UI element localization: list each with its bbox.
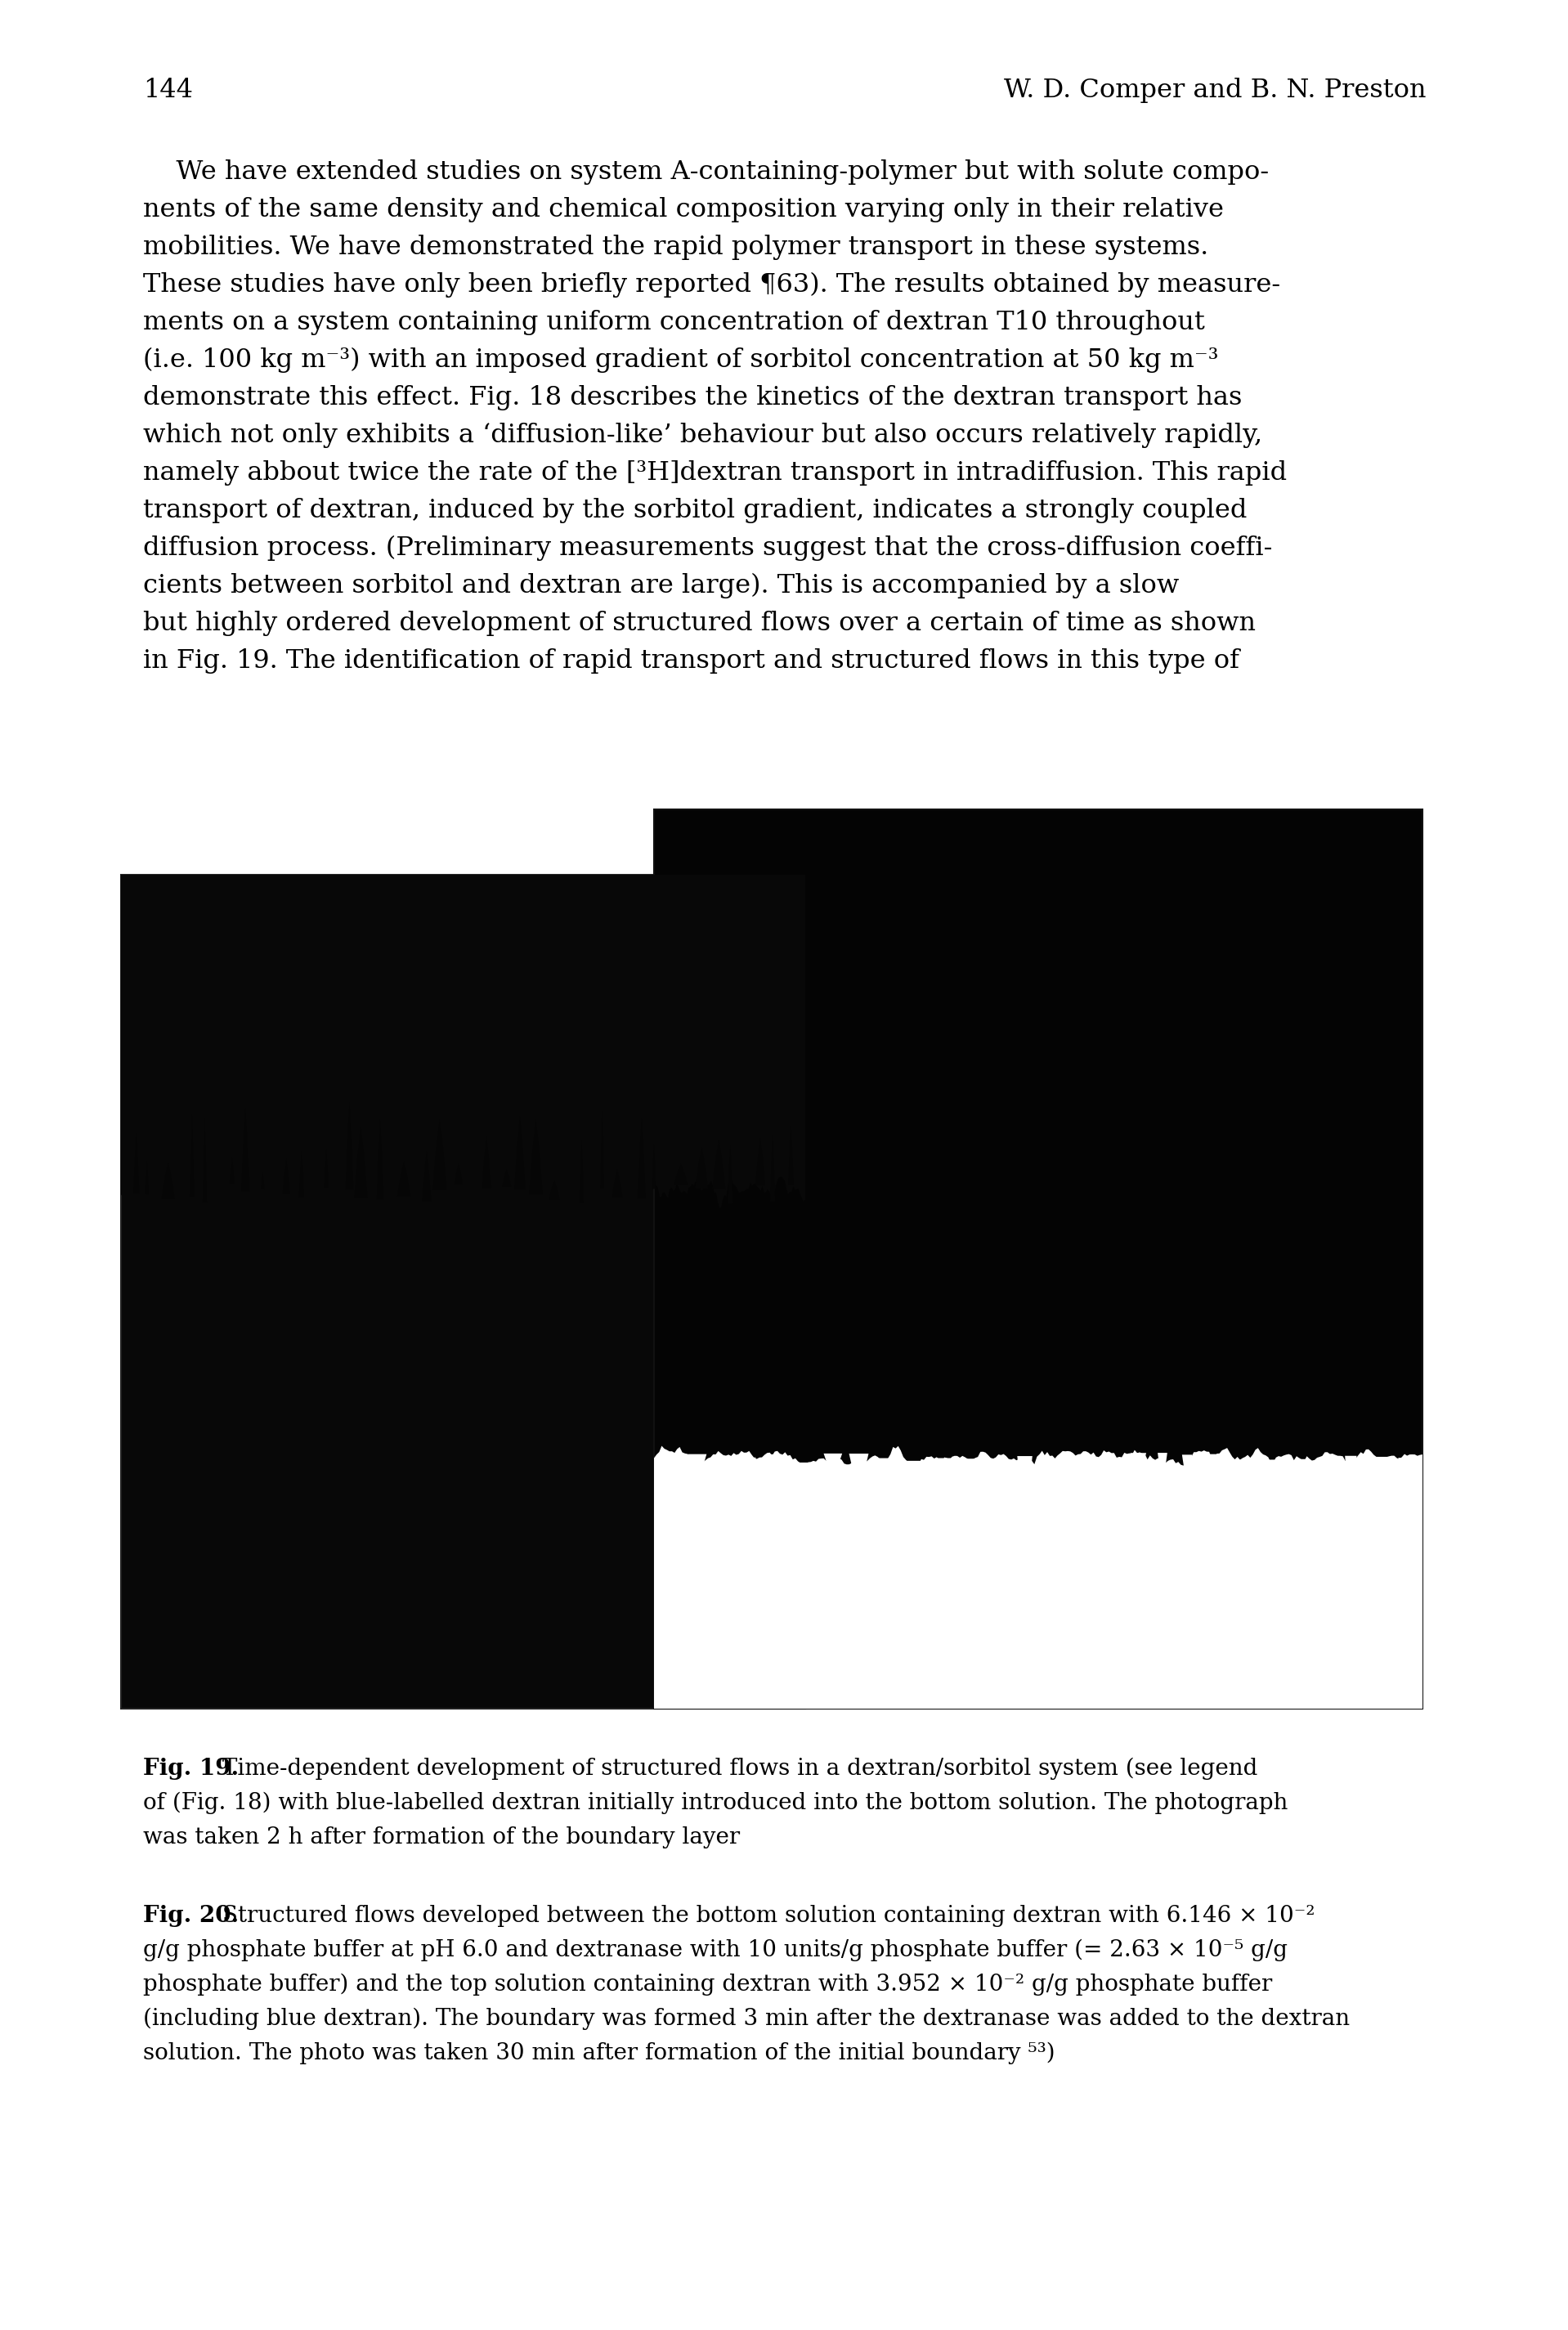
Polygon shape <box>455 1163 463 1184</box>
Text: cients between sorbitol and dextran are large). This is accompanied by a slow: cients between sorbitol and dextran are … <box>143 573 1179 599</box>
Polygon shape <box>481 1137 491 1188</box>
Polygon shape <box>789 1125 793 1184</box>
Polygon shape <box>756 1139 765 1186</box>
Polygon shape <box>528 1121 543 1195</box>
Polygon shape <box>1234 1459 1248 1494</box>
Polygon shape <box>162 1163 174 1200</box>
Polygon shape <box>768 1454 781 1496</box>
Polygon shape <box>900 1461 924 1477</box>
Polygon shape <box>770 1135 775 1202</box>
Text: namely abbout twice the rate of the [³H]dextran transport in intradiffusion. Thi: namely abbout twice the rate of the [³H]… <box>143 461 1287 485</box>
Text: (including blue dextran). The boundary was formed 3 min after the dextranase was: (including blue dextran). The boundary w… <box>143 2008 1350 2029</box>
Polygon shape <box>688 1454 707 1468</box>
Polygon shape <box>638 1118 646 1198</box>
Polygon shape <box>202 1118 207 1202</box>
Polygon shape <box>712 1139 726 1188</box>
Polygon shape <box>1157 1454 1167 1470</box>
Polygon shape <box>549 1181 560 1200</box>
Text: phosphate buffer) and the top solution containing dextran with 3.952 × 10⁻² g/g : phosphate buffer) and the top solution c… <box>143 1974 1272 1997</box>
Polygon shape <box>936 1459 953 1482</box>
Polygon shape <box>325 1151 329 1188</box>
Text: Structured flows developed between the bottom solution containing dextran with 6: Structured flows developed between the b… <box>215 1906 1316 1927</box>
Polygon shape <box>1104 1463 1118 1491</box>
Polygon shape <box>299 1151 304 1198</box>
Polygon shape <box>674 1165 688 1184</box>
Polygon shape <box>1295 1459 1306 1482</box>
Polygon shape <box>612 1170 622 1198</box>
Polygon shape <box>397 1163 411 1195</box>
Polygon shape <box>1076 1459 1090 1482</box>
Polygon shape <box>1018 1456 1032 1494</box>
Polygon shape <box>1046 1459 1058 1496</box>
Polygon shape <box>376 1121 384 1200</box>
Text: These studies have only been briefly reported ¶63). The results obtained by meas: These studies have only been briefly rep… <box>143 273 1281 298</box>
Polygon shape <box>1182 1454 1192 1470</box>
Bar <box>121 874 806 1708</box>
Polygon shape <box>654 1447 1422 1708</box>
Polygon shape <box>713 1461 737 1487</box>
Text: diffusion process. (Preliminary measurements suggest that the cross-diffusion co: diffusion process. (Preliminary measurem… <box>143 536 1272 562</box>
Polygon shape <box>1345 1456 1356 1489</box>
Text: of (Fig. 18) with blue-labelled dextran initially introduced into the bottom sol: of (Fig. 18) with blue-labelled dextran … <box>143 1792 1287 1815</box>
Polygon shape <box>433 1121 447 1191</box>
Polygon shape <box>230 1158 234 1184</box>
Polygon shape <box>878 1459 900 1477</box>
Polygon shape <box>133 1135 140 1193</box>
Text: g/g phosphate buffer at pH 6.0 and dextranase with 10 units/g phosphate buffer (: g/g phosphate buffer at pH 6.0 and dextr… <box>143 1939 1287 1962</box>
Polygon shape <box>1256 1459 1279 1494</box>
Text: Time-dependent development of structured flows in a dextran/sorbitol system (see: Time-dependent development of structured… <box>215 1757 1258 1780</box>
Text: We have extended studies on system A-containing-polymer but with solute compo-: We have extended studies on system A-con… <box>143 158 1269 184</box>
Polygon shape <box>1399 1459 1421 1498</box>
Polygon shape <box>665 1454 676 1470</box>
Text: Fig. 20.: Fig. 20. <box>143 1906 238 1927</box>
Text: Fig. 19.: Fig. 19. <box>143 1757 238 1780</box>
Polygon shape <box>1209 1454 1223 1489</box>
Text: solution. The photo was taken 30 min after formation of the initial boundary ⁵³): solution. The photo was taken 30 min aft… <box>143 2041 1055 2064</box>
Polygon shape <box>241 1109 249 1191</box>
Text: was taken 2 h after formation of the boundary layer: was taken 2 h after formation of the bou… <box>143 1827 740 1848</box>
Bar <box>654 809 1422 1708</box>
Polygon shape <box>282 1160 290 1193</box>
Polygon shape <box>190 1114 194 1198</box>
Polygon shape <box>422 1151 431 1200</box>
Polygon shape <box>1317 1461 1330 1489</box>
Polygon shape <box>823 1454 842 1466</box>
Text: 144: 144 <box>143 77 193 103</box>
Text: mobilities. We have demonstrated the rapid polymer transport in these systems.: mobilities. We have demonstrated the rap… <box>143 235 1209 261</box>
Polygon shape <box>580 1139 583 1202</box>
Polygon shape <box>146 1160 149 1195</box>
Polygon shape <box>601 1111 604 1188</box>
Polygon shape <box>695 1146 709 1188</box>
Polygon shape <box>1367 1456 1388 1480</box>
Text: demonstrate this effect. Fig. 18 describes the kinetics of the dextran transport: demonstrate this effect. Fig. 18 describ… <box>143 384 1242 410</box>
Polygon shape <box>985 1461 1008 1487</box>
Polygon shape <box>1131 1454 1146 1466</box>
Text: in Fig. 19. The identification of rapid transport and structured flows in this t: in Fig. 19. The identification of rapid … <box>143 648 1239 673</box>
Text: which not only exhibits a ‘diffusion-like’ behaviour but also occurs relatively : which not only exhibits a ‘diffusion-lik… <box>143 422 1262 447</box>
Polygon shape <box>502 1170 511 1186</box>
Polygon shape <box>514 1116 525 1188</box>
Polygon shape <box>848 1454 869 1475</box>
Polygon shape <box>121 874 806 1209</box>
Polygon shape <box>798 1463 812 1484</box>
Polygon shape <box>728 1146 732 1205</box>
Text: (i.e. 100 kg m⁻³) with an imposed gradient of sorbitol concentration at 50 kg m⁻: (i.e. 100 kg m⁻³) with an imposed gradie… <box>143 347 1218 373</box>
Text: ments on a system containing uniform concentration of dextran T10 throughout: ments on a system containing uniform con… <box>143 310 1204 336</box>
Text: transport of dextran, induced by the sorbitol gradient, indicates a strongly cou: transport of dextran, induced by the sor… <box>143 499 1247 524</box>
Polygon shape <box>652 1144 655 1188</box>
Polygon shape <box>345 1102 353 1188</box>
Text: but highly ordered development of structured flows over a certain of time as sho: but highly ordered development of struct… <box>143 610 1256 636</box>
Polygon shape <box>354 1128 367 1198</box>
Polygon shape <box>966 1459 975 1491</box>
Text: nents of the same density and chemical composition varying only in their relativ: nents of the same density and chemical c… <box>143 198 1225 221</box>
Polygon shape <box>739 1459 756 1480</box>
Text: W. D. Comper and B. N. Preston: W. D. Comper and B. N. Preston <box>1005 77 1427 103</box>
Polygon shape <box>260 1172 265 1188</box>
